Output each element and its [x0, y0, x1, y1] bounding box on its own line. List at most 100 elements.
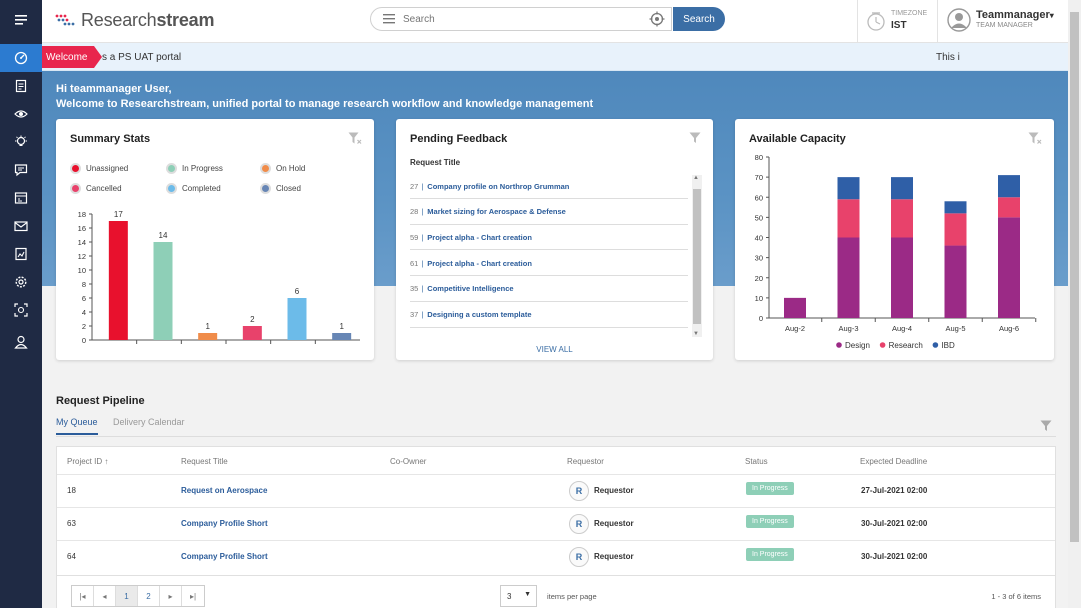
last-page-button[interactable]: ▸|: [189, 591, 197, 601]
feedback-title-link[interactable]: Project alpha - Chart creation: [427, 258, 532, 268]
request-title-link[interactable]: Request on Aerospace: [181, 486, 268, 495]
legend-label[interactable]: Research: [889, 341, 923, 350]
user-icon[interactable]: [0, 328, 42, 356]
stacked-bar-segment[interactable]: [944, 245, 967, 318]
watch-icon[interactable]: [0, 100, 42, 128]
request-title-link[interactable]: Company Profile Short: [181, 552, 268, 561]
view-all-link[interactable]: VIEW ALL: [536, 345, 573, 354]
bar[interactable]: [287, 298, 307, 340]
feedback-item[interactable]: 28 | Market sizing for Aerospace & Defense: [410, 200, 688, 225]
requestor-avatar[interactable]: R: [569, 547, 589, 567]
project-id: 63: [67, 519, 76, 528]
chevron-down-icon[interactable]: ▾: [1049, 11, 1054, 20]
chat-icon[interactable]: [0, 156, 42, 184]
legend-item[interactable]: Closed: [260, 183, 301, 194]
idea-icon[interactable]: [0, 128, 42, 156]
prev-page-button[interactable]: ◂: [94, 586, 116, 606]
bar[interactable]: [153, 242, 173, 340]
legend-label[interactable]: Design: [845, 341, 870, 350]
sort-asc-icon[interactable]: ↑: [104, 457, 109, 466]
legend-item[interactable]: Completed: [166, 183, 221, 194]
feedback-scrollbar[interactable]: ▲ ▼: [692, 175, 702, 337]
bar[interactable]: [332, 333, 352, 340]
legend-label[interactable]: IBD: [941, 341, 955, 350]
page-1-button[interactable]: 1: [116, 586, 138, 606]
stacked-bar-segment[interactable]: [998, 197, 1020, 218]
app-logo[interactable]: Researchstream: [81, 10, 215, 30]
scrollbar-thumb[interactable]: [693, 189, 701, 324]
legend-item[interactable]: In Progress: [166, 163, 223, 174]
tab-delivery-calendar[interactable]: Delivery Calendar: [113, 417, 185, 427]
scroll-up-icon[interactable]: ▲: [693, 175, 699, 181]
billing-icon[interactable]: [0, 184, 42, 212]
request-title-link[interactable]: Company Profile Short: [181, 519, 268, 528]
requestor-avatar[interactable]: R: [569, 514, 589, 534]
legend-item[interactable]: Unassigned: [70, 163, 128, 174]
feedback-title-link[interactable]: Company profile on Northrop Grumman: [427, 181, 570, 191]
scrollbar-thumb[interactable]: [1070, 12, 1079, 542]
filter-icon[interactable]: [689, 132, 701, 144]
feedback-title-link[interactable]: Market sizing for Aerospace & Defense: [427, 207, 566, 217]
feedback-item[interactable]: 35 | Competitive Intelligence: [410, 277, 688, 302]
avatar[interactable]: [947, 8, 971, 32]
menu-icon[interactable]: [0, 6, 42, 34]
feedback-title-link[interactable]: Project alpha - Chart creation: [427, 232, 532, 242]
stacked-bar-segment[interactable]: [944, 213, 967, 246]
col-header-co-owner[interactable]: Co-Owner: [390, 457, 427, 466]
next-page-button[interactable]: ▸: [160, 586, 182, 606]
timezone-value[interactable]: IST: [891, 20, 907, 31]
clear-filter-icon[interactable]: [348, 132, 362, 145]
col-header-status[interactable]: Status: [745, 457, 768, 466]
search-input[interactable]: [403, 11, 633, 28]
filter-icon[interactable]: [1040, 420, 1052, 432]
table-row[interactable]: 63 Company Profile Short R Requestor In Prog…: [57, 507, 1055, 539]
stacked-bar-segment[interactable]: [944, 201, 967, 214]
bar[interactable]: [242, 326, 262, 340]
stacked-bar-segment[interactable]: [998, 175, 1020, 198]
feedback-item[interactable]: 61 | Project alpha - Chart creation: [410, 251, 688, 277]
y-tick-label: 16: [78, 224, 86, 233]
stacked-bar-segment[interactable]: [891, 237, 913, 319]
feedback-title-link[interactable]: Competitive Intelligence: [427, 284, 514, 294]
stacked-bar-segment[interactable]: [784, 297, 806, 318]
settings-icon[interactable]: [0, 268, 42, 296]
col-header-deadline[interactable]: Expected Deadline: [860, 457, 928, 466]
feedback-item[interactable]: 37 | Designing a custom template: [410, 303, 688, 328]
request-icon[interactable]: [0, 72, 42, 100]
bar[interactable]: [198, 333, 218, 340]
mail-icon[interactable]: [0, 212, 42, 240]
legend-dot-icon: [260, 183, 271, 194]
clear-filter-icon[interactable]: [1028, 132, 1042, 145]
col-header-project-id[interactable]: Project ID ↑: [67, 457, 109, 466]
capture-icon[interactable]: [0, 296, 42, 324]
stacked-bar-segment[interactable]: [998, 217, 1020, 318]
col-header-requestor[interactable]: Requestor: [567, 457, 604, 466]
legend-item[interactable]: Cancelled: [70, 183, 122, 194]
legend-item[interactable]: On Hold: [260, 163, 305, 174]
col-header-request-title[interactable]: Request Title: [181, 457, 228, 466]
locate-icon[interactable]: [649, 11, 665, 27]
stacked-bar-segment[interactable]: [891, 199, 913, 238]
table-row[interactable]: 64 Company Profile Short R Requestor In Prog…: [57, 540, 1055, 572]
bar[interactable]: [108, 221, 128, 340]
stacked-bar-segment[interactable]: [837, 177, 860, 200]
table-row[interactable]: 18 Request on Aerospace R Requestor In Progr…: [57, 474, 1055, 506]
stacked-bar-segment[interactable]: [837, 237, 860, 319]
items-per-page-select[interactable]: 3 ▼: [500, 585, 537, 607]
first-page-button[interactable]: |◂: [72, 586, 94, 606]
feedback-item[interactable]: 59 | Project alpha - Chart creation: [410, 225, 688, 251]
report-icon[interactable]: [0, 240, 42, 268]
user-name[interactable]: Teammanager▾: [976, 9, 1054, 21]
search-button[interactable]: Search: [673, 7, 725, 31]
feedback-item[interactable]: 27 | Company profile on Northrop Grumman: [410, 174, 688, 199]
stacked-bar-segment[interactable]: [837, 199, 860, 238]
dashboard-icon[interactable]: [0, 44, 42, 72]
page-scrollbar[interactable]: [1068, 0, 1081, 608]
feedback-title-link[interactable]: Designing a custom template: [427, 310, 532, 319]
stacked-bar-segment[interactable]: [891, 177, 913, 200]
requestor-avatar[interactable]: R: [569, 481, 589, 501]
scroll-down-icon[interactable]: ▼: [693, 331, 699, 337]
tab-my-queue[interactable]: My Queue: [56, 417, 98, 435]
page-2-button[interactable]: 2: [138, 586, 160, 606]
search-menu-icon[interactable]: [383, 14, 395, 24]
